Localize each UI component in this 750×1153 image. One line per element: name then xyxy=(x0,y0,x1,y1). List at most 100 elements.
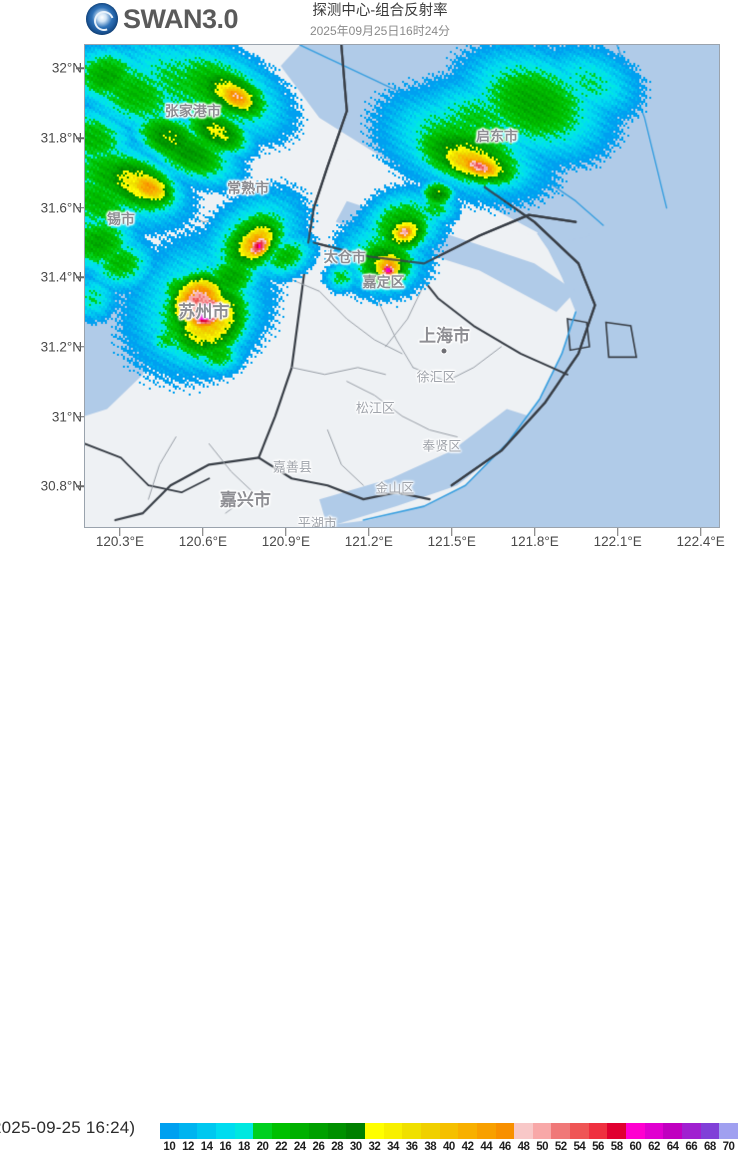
lat-tick-label: 31.4°N xyxy=(40,269,82,285)
capital-marker-icon xyxy=(440,347,448,355)
lat-tick-mark xyxy=(76,346,84,348)
page-title: 探测中心-组合反射率 xyxy=(312,3,448,19)
colorbar-tick: 66 xyxy=(685,1141,698,1153)
colorbar-swatch xyxy=(178,1123,198,1139)
colorbar-swatch xyxy=(514,1123,533,1139)
colorbar-swatch xyxy=(290,1123,310,1139)
colorbar-swatch xyxy=(607,1123,627,1139)
colorbar-tick: 32 xyxy=(368,1141,381,1153)
colorbar-tick: 28 xyxy=(331,1141,343,1153)
colorbar-swatch xyxy=(439,1123,459,1139)
lon-tick-label: 120.6°E xyxy=(178,534,227,549)
lon-tick-label: 121.5°E xyxy=(427,534,476,549)
colorbar-tick: 52 xyxy=(554,1141,567,1153)
colorbar-tick: 62 xyxy=(648,1141,660,1153)
colorbar-swatch xyxy=(551,1123,571,1139)
brand-name: SWAN3.0 xyxy=(123,3,239,34)
lat-tick-label: 32°N xyxy=(51,60,82,76)
colorbar-tick: 46 xyxy=(498,1141,511,1153)
lat-tick-mark xyxy=(76,137,84,139)
colorbar-swatch xyxy=(365,1123,384,1139)
colorbar-swatch xyxy=(327,1123,347,1139)
lon-tick-mark xyxy=(285,528,287,536)
radar-reflectivity-canvas xyxy=(85,45,719,527)
colorbar-swatch xyxy=(588,1123,608,1139)
colorbar-swatch xyxy=(644,1123,664,1139)
colorbar-tick: 14 xyxy=(200,1141,213,1153)
lat-tick-label: 31.2°N xyxy=(40,339,82,355)
colorbar-swatch xyxy=(160,1123,179,1139)
radar-map[interactable]: 张家港市 常熟市 锡市 太仓市 启东市 苏州市 嘉定区 上海市 徐汇区 松江区 奉贤区 金山区 嘉善县嘉… xyxy=(84,44,720,528)
lat-tick-mark xyxy=(76,206,84,209)
colorbar-swatch xyxy=(402,1123,421,1139)
lat-tick-mark xyxy=(76,485,84,487)
colorbar-swatch xyxy=(700,1123,720,1139)
lon-tick-mark xyxy=(699,528,702,536)
lat-tick-mark xyxy=(76,67,84,70)
colorbar-tick: 70 xyxy=(722,1141,735,1153)
lon-tick-label: 121.8°E xyxy=(510,534,559,549)
lon-tick-mark xyxy=(368,528,370,536)
colorbar-tick: 48 xyxy=(517,1141,530,1153)
colorbar-tick: 40 xyxy=(443,1141,455,1153)
lat-tick-label: 31.6°N xyxy=(40,200,82,216)
colorbar-tick: 60 xyxy=(629,1141,642,1153)
colorbar-swatch xyxy=(681,1123,701,1139)
colorbar-tick: 20 xyxy=(256,1141,269,1153)
lat-tick-label: 31.8°N xyxy=(40,130,82,146)
colorbar-tick: 38 xyxy=(424,1141,437,1153)
colorbar: 10 12 14 16 18 20 22 24 26 28 30 32 34 36 38 40 42 44 46 48… xyxy=(160,1123,738,1153)
lat-tick-label: 30.8°N xyxy=(40,478,82,494)
lon-tick-label: 120.3°E xyxy=(95,534,145,549)
lon-tick-label: 120.9°E xyxy=(261,534,310,549)
lon-tick-mark xyxy=(451,528,453,536)
colorbar-tick: 54 xyxy=(573,1141,586,1153)
colorbar-swatch xyxy=(346,1123,366,1139)
colorbar-swatch xyxy=(420,1123,440,1139)
colorbar-swatch xyxy=(309,1123,328,1139)
colorbar-tick: 18 xyxy=(237,1141,250,1153)
colorbar-tick: 16 xyxy=(219,1141,232,1153)
colorbar-tick: 42 xyxy=(461,1141,474,1153)
lon-tick-mark xyxy=(202,528,204,536)
lon-tick-mark xyxy=(616,528,619,536)
colorbar-swatches xyxy=(160,1123,738,1139)
colorbar-swatch xyxy=(626,1123,645,1139)
lat-tick-label: 31°N xyxy=(51,409,82,425)
colorbar-swatch xyxy=(234,1123,254,1139)
colorbar-swatch xyxy=(458,1123,477,1139)
lon-tick-label: 122.1°E xyxy=(593,534,642,549)
colorbar-tick: 50 xyxy=(536,1141,549,1153)
colorbar-swatch xyxy=(383,1123,403,1139)
colorbar-tick: 36 xyxy=(405,1141,418,1153)
colorbar-tick: 34 xyxy=(387,1141,399,1153)
colorbar-tick: 22 xyxy=(275,1141,288,1153)
colorbar-swatch xyxy=(271,1123,291,1139)
lon-tick-mark xyxy=(533,528,536,536)
colorbar-tick: 44 xyxy=(480,1141,493,1153)
app-header: SWAN3.0 探测中心-组合反射率 2025年09月25日16时24分 xyxy=(0,0,750,40)
colorbar-swatch xyxy=(495,1123,515,1139)
colorbar-swatch xyxy=(197,1123,216,1139)
title-block: 探测中心-组合反射率 2025年09月25日16时24分 xyxy=(280,2,480,40)
colorbar-tick: 26 xyxy=(312,1141,325,1153)
colorbar-tick: 24 xyxy=(293,1141,306,1153)
colorbar-tick: 30 xyxy=(349,1141,362,1153)
colorbar-swatch xyxy=(476,1123,496,1139)
lat-tick-mark xyxy=(76,415,84,418)
lon-tick-label: 121.2°E xyxy=(344,534,393,549)
lon-tick-mark xyxy=(119,528,121,536)
colorbar-tick: 10 xyxy=(163,1141,176,1153)
swan-radar-logo-icon xyxy=(86,3,118,35)
colorbar-swatch xyxy=(719,1123,738,1139)
legend-bar: 2025-09-25 16:24) 10 12 14 16 18 20 22 24 26 28 30… xyxy=(0,556,750,1153)
colorbar-tick: 58 xyxy=(610,1141,623,1153)
colorbar-tick: 12 xyxy=(182,1141,194,1153)
colorbar-tick: 64 xyxy=(666,1141,679,1153)
page-timestamp: 2025年09月25日16时24分 xyxy=(309,23,451,38)
timestamp-overlay: 2025-09-25 16:24) xyxy=(0,1118,136,1137)
lon-tick-label: 122.4°E xyxy=(676,534,725,549)
colorbar-swatch xyxy=(570,1123,589,1139)
colorbar-swatch xyxy=(532,1123,552,1139)
colorbar-tick: 68 xyxy=(704,1141,716,1153)
